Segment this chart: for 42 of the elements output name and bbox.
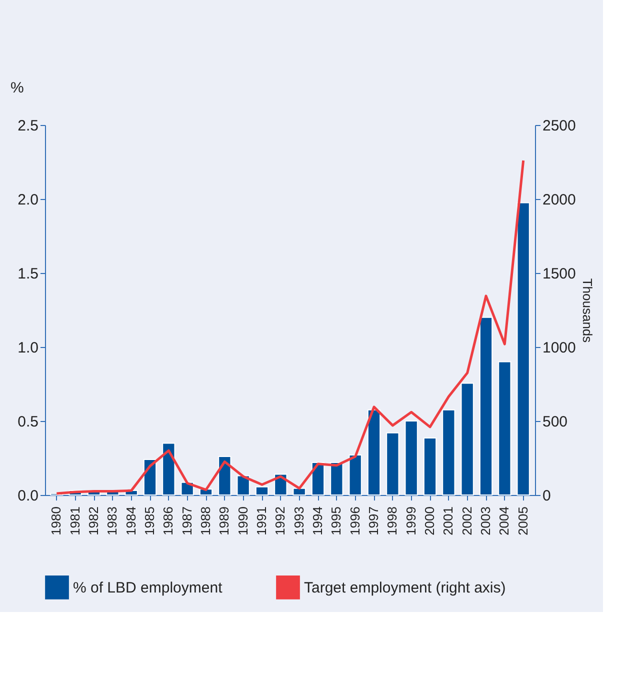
- x-tick-label: 1987: [179, 506, 194, 536]
- y-tick-label: 0.5: [18, 414, 38, 430]
- x-tick-label: 2005: [515, 506, 530, 536]
- y2-tick-label: 1000: [542, 340, 576, 356]
- y-axis-title: %: [10, 80, 24, 96]
- x-tick-label: 1996: [347, 506, 362, 536]
- x-tick-label: 1989: [216, 506, 232, 536]
- x-tick-label: 1981: [67, 506, 82, 536]
- x-tick-label: 1995: [328, 506, 344, 536]
- x-tick-label: 1988: [198, 506, 213, 536]
- y-tick-label: 1.0: [18, 340, 38, 356]
- x-tick-label: 1991: [254, 506, 269, 536]
- x-tick-label: 1993: [291, 506, 306, 536]
- legend-label: Target employment (right axis): [304, 579, 506, 596]
- x-tick-label: 2003: [478, 506, 493, 536]
- x-tick-label: 1984: [123, 506, 138, 536]
- x-tick-label: 1998: [384, 506, 400, 536]
- x-tick-label: 1980: [48, 506, 64, 536]
- x-tick-label: 2000: [422, 506, 437, 536]
- legend-label: % of LBD employment: [73, 579, 224, 596]
- x-tick-label: 1990: [235, 506, 250, 536]
- x-tick-label: 2004: [496, 506, 512, 536]
- x-tick-label: 1999: [403, 506, 418, 536]
- x-tick-label: 2002: [459, 506, 474, 536]
- x-tick-label: 1992: [272, 506, 288, 536]
- y-tick-label: 2.5: [18, 118, 38, 134]
- y2-tick-label: 1500: [542, 266, 576, 282]
- x-tick-label: 1983: [104, 506, 120, 536]
- y-tick-label: 2.0: [18, 192, 38, 208]
- y-tick-label: 1.5: [18, 266, 38, 282]
- y2-tick-label: 2500: [542, 118, 576, 134]
- x-tick-label: 1997: [366, 506, 381, 536]
- x-tick-label: 1982: [86, 506, 101, 536]
- y-tick-label: 0.0: [18, 488, 38, 504]
- y2-tick-label: 0: [542, 488, 551, 504]
- x-tick-label: 1986: [160, 506, 176, 536]
- x-tick-label: 1994: [310, 506, 325, 536]
- x-tick-label: 2001: [440, 506, 456, 536]
- y2-axis-title: Thousands: [580, 278, 595, 344]
- y2-tick-label: 500: [542, 414, 568, 430]
- y2-tick-label: 2000: [542, 192, 576, 208]
- x-tick-label: 1985: [142, 506, 157, 536]
